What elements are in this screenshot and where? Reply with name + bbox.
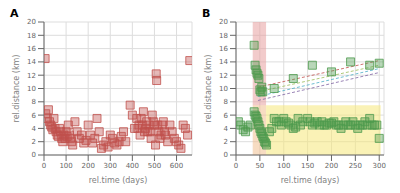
svg-text:0: 0 [42, 162, 46, 170]
svg-text:0: 0 [32, 151, 36, 159]
svg-text:0: 0 [234, 162, 238, 170]
svg-text:rel.distance (km): rel.distance (km) [204, 55, 213, 123]
svg-text:14: 14 [219, 58, 228, 66]
svg-text:100: 100 [59, 162, 72, 170]
svg-text:6: 6 [32, 112, 37, 120]
svg-text:250: 250 [349, 162, 362, 170]
svg-text:18: 18 [27, 32, 36, 40]
svg-text:10: 10 [219, 85, 228, 93]
svg-text:400: 400 [126, 162, 139, 170]
svg-text:50: 50 [255, 162, 264, 170]
svg-text:150: 150 [301, 162, 314, 170]
svg-text:16: 16 [219, 45, 228, 53]
svg-text:4: 4 [32, 125, 37, 133]
svg-text:0: 0 [224, 151, 228, 159]
svg-text:16: 16 [27, 45, 36, 53]
svg-text:rel.time (days): rel.time (days) [281, 176, 340, 185]
svg-text:300: 300 [373, 162, 386, 170]
svg-text:4: 4 [224, 125, 229, 133]
svg-text:2: 2 [32, 138, 36, 146]
svg-text:6: 6 [224, 112, 229, 120]
svg-text:200: 200 [81, 162, 94, 170]
svg-text:18: 18 [219, 32, 228, 40]
svg-text:20: 20 [219, 18, 228, 26]
svg-text:20: 20 [27, 18, 36, 26]
svg-text:rel.distance (km): rel.distance (km) [12, 55, 21, 123]
svg-text:500: 500 [148, 162, 161, 170]
svg-text:200: 200 [325, 162, 338, 170]
svg-text:8: 8 [32, 98, 36, 106]
svg-text:8: 8 [224, 98, 228, 106]
svg-text:12: 12 [219, 72, 228, 80]
svg-text:12: 12 [27, 72, 36, 80]
svg-text:rel.time (days): rel.time (days) [89, 176, 148, 185]
html-text:A: A [10, 7, 19, 20]
svg-text:10: 10 [27, 85, 36, 93]
svg-text:300: 300 [104, 162, 117, 170]
svg-text:2: 2 [224, 138, 228, 146]
svg-text:600: 600 [170, 162, 183, 170]
svg-text:14: 14 [27, 58, 36, 66]
svg-text:100: 100 [277, 162, 290, 170]
html-text:B: B [202, 7, 211, 20]
